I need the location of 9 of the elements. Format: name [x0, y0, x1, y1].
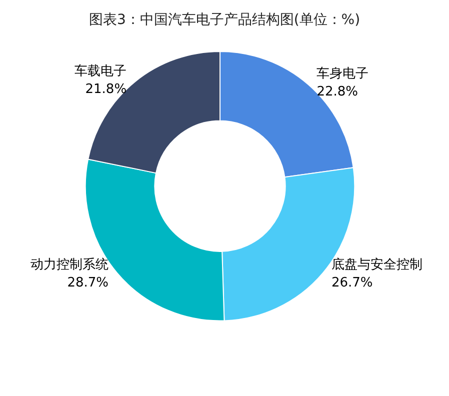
slice-label: 车载电子	[74, 64, 127, 79]
slice-label: 动力控制系统	[30, 258, 109, 273]
slice-label: 车身电子	[316, 66, 369, 82]
slice-label: 底盘与安全控制	[331, 256, 422, 273]
data-label: 28.7%	[67, 276, 109, 291]
chart-title: 图表3：中国汽车电子产品结构图(单位：%)	[88, 12, 360, 28]
data-label: 26.7%	[331, 276, 373, 291]
data-label: 21.8%	[85, 82, 127, 97]
data-label: 22.8%	[316, 84, 358, 100]
